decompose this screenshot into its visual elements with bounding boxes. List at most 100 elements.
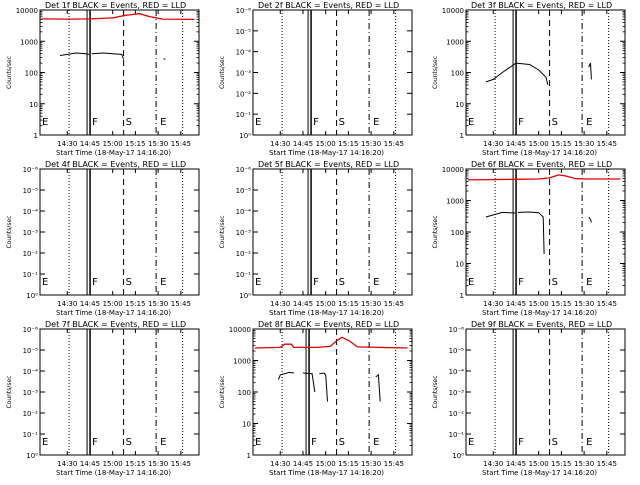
x-tick-label: 14:45 — [506, 460, 526, 468]
plot-frame — [252, 168, 413, 296]
x-axis-label: Start Time (18-May-17 14:16:20) — [482, 469, 597, 477]
y-tick-label: 10000 — [442, 166, 464, 174]
y-tick-label: 100 — [238, 389, 251, 397]
x-tick-label: 15:15 — [551, 460, 571, 468]
marker-letter: F — [92, 117, 98, 128]
events-series-line — [59, 52, 90, 56]
events-series-line — [319, 372, 328, 402]
detector-panel: Det 1f BLACK = Events, RED = LLD Counts/s… — [6, 1, 200, 157]
y-tick-label: 10⁻² — [236, 250, 252, 258]
y-tick-label: 10⁻¹ — [23, 271, 39, 279]
detector-panel: Det 8f BLACK = Events, RED = LLD Counts/s… — [219, 320, 413, 477]
x-axis-label: Start Time (18-May-17 14:16:20) — [269, 309, 384, 317]
marker-letter: S — [339, 117, 345, 128]
y-tick-label: 10⁻⁵ — [449, 347, 465, 355]
plot-frame — [39, 328, 200, 456]
y-tick-label: 10 — [455, 101, 464, 109]
y-tick-label: 10⁰ — [26, 452, 38, 460]
y-tick-label: 1 — [460, 132, 464, 140]
plot-frame — [465, 168, 626, 296]
y-tick-label: 10⁻² — [236, 90, 252, 98]
panel-title: Det 4f BLACK = Events, RED = LLD — [45, 160, 186, 169]
marker-letter: E — [586, 277, 592, 288]
marker-letter: F — [518, 277, 524, 288]
marker-letter: E — [255, 437, 261, 448]
y-tick-label: 10⁻² — [23, 410, 39, 418]
events-series-line — [302, 372, 316, 393]
y-axis-label: Counts/sec — [6, 375, 13, 408]
y-axis-label: Counts/sec — [6, 215, 13, 248]
x-tick-label: 15:45 — [171, 300, 191, 308]
y-tick-label: 10⁻⁶ — [236, 7, 252, 15]
events-series-line — [588, 62, 592, 80]
y-tick-label: 10⁻¹ — [236, 271, 252, 279]
panel-title: Det 2f BLACK = Events, RED = LLD — [258, 1, 399, 10]
marker-letter: S — [126, 277, 132, 288]
y-axis-label: Counts/sec — [219, 56, 226, 89]
marker-letter: E — [468, 277, 474, 288]
detector-panel: Det 5f BLACK = Events, RED = LLD Counts/s… — [219, 160, 413, 317]
x-tick-label: 15:30 — [148, 140, 168, 148]
x-axis-label: Start Time (18-May-17 14:16:20) — [482, 149, 597, 157]
x-tick-label: 14:45 — [80, 300, 100, 308]
y-tick-label: 10⁻⁵ — [236, 187, 252, 195]
panel-title: Det 7f BLACK = Events, RED = LLD — [45, 320, 186, 329]
x-tick-label: 14:45 — [293, 300, 313, 308]
marker-letter: E — [468, 117, 474, 128]
x-tick-label: 15:00 — [529, 460, 549, 468]
y-tick-label: 10⁻³ — [449, 389, 465, 397]
y-tick-label: 10⁻³ — [23, 389, 39, 397]
y-axis-label: Counts/sec — [6, 56, 13, 89]
detector-panel: Det 3f BLACK = Events, RED = LLD Counts/s… — [432, 1, 626, 157]
x-tick-label: 15:00 — [316, 140, 336, 148]
x-tick-label: 14:30 — [57, 460, 77, 468]
marker-letter: E — [42, 277, 48, 288]
lld-series-line — [254, 336, 408, 349]
x-tick-label: 14:45 — [506, 140, 526, 148]
marker-letter: S — [126, 117, 132, 128]
x-tick-label: 15:15 — [551, 300, 571, 308]
events-series-line — [485, 211, 516, 218]
marker-letter: S — [552, 437, 558, 448]
x-tick-label: 15:45 — [597, 300, 617, 308]
detector-panel: Det 2f BLACK = Events, RED = LLD Counts/s… — [219, 1, 413, 157]
detector-panel: Det 7f BLACK = Events, RED = LLD Counts/s… — [6, 320, 200, 477]
y-tick-label: 10000 — [442, 7, 464, 15]
y-tick-label: 10000 — [229, 326, 251, 334]
y-tick-label: 10⁻³ — [236, 229, 252, 237]
x-tick-label: 15:00 — [103, 460, 123, 468]
x-tick-label: 15:45 — [597, 140, 617, 148]
y-tick-label: 10⁻⁵ — [236, 28, 252, 36]
y-tick-label: 10⁻⁴ — [449, 368, 465, 376]
marker-letter: E — [255, 117, 261, 128]
y-tick-label: 10⁻⁴ — [236, 208, 252, 216]
marker-letter: S — [339, 437, 345, 448]
y-tick-label: 1 — [247, 452, 251, 460]
x-tick-label: 15:30 — [574, 140, 594, 148]
marker-letter: S — [552, 277, 558, 288]
x-axis-label: Start Time (18-May-17 14:16:20) — [56, 149, 171, 157]
x-tick-label: 14:30 — [270, 300, 290, 308]
x-tick-label: 15:15 — [338, 460, 358, 468]
marker-letter: E — [468, 437, 474, 448]
y-tick-label: 10⁻³ — [236, 70, 252, 78]
x-tick-label: 15:00 — [316, 300, 336, 308]
x-tick-label: 14:30 — [57, 140, 77, 148]
x-tick-label: 15:00 — [103, 300, 123, 308]
x-tick-label: 15:45 — [171, 460, 191, 468]
detector-panel: Det 6f BLACK = Events, RED = LLD Counts/s… — [432, 160, 626, 317]
events-series-line — [91, 52, 125, 60]
y-tick-label: 1000 — [233, 358, 251, 366]
x-axis-label: Start Time (18-May-17 14:16:20) — [482, 309, 597, 317]
y-tick-label: 10⁰ — [239, 132, 251, 140]
marker-letter: E — [586, 437, 592, 448]
lld-series-line — [467, 174, 621, 181]
y-tick-label: 10000 — [16, 7, 38, 15]
y-tick-label: 100 — [451, 70, 464, 78]
x-tick-label: 15:00 — [316, 460, 336, 468]
plot-frame — [465, 328, 626, 456]
x-tick-label: 14:30 — [483, 300, 503, 308]
marker-letter: F — [313, 117, 319, 128]
x-tick-label: 15:15 — [125, 460, 145, 468]
x-tick-label: 14:30 — [483, 460, 503, 468]
